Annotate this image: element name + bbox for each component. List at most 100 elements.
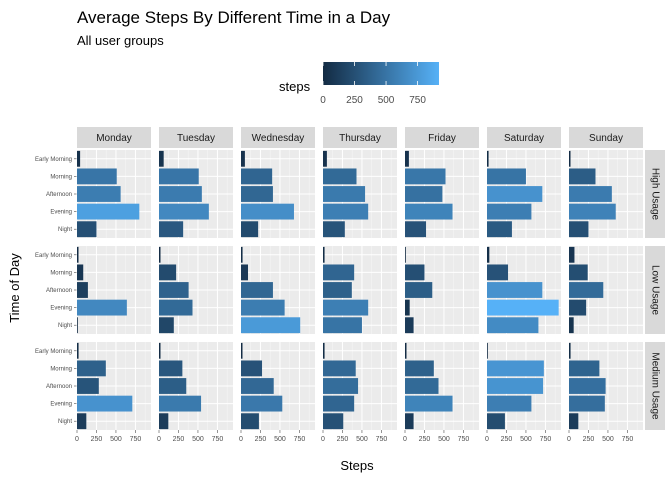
facet-panel: Low Usage / Sunday / Early Morning: 70Lo… [568,246,643,334]
facet-panel: Medium Usage / Friday / Early Morning: 1… [404,342,479,430]
bar: Medium Usage / Wednesday / Morning: 270 [241,360,263,377]
bar: Low Usage / Monday / Evening: 640 [77,299,127,316]
facet-panel: High Usage / Thursday / Early Morning: 5… [322,150,397,238]
bar: Medium Usage / Wednesday / Night: 230 [241,413,259,430]
legend-tick-label: 500 [378,95,395,106]
legend-tick-label: 750 [409,95,426,106]
facet-strip-column [241,127,315,148]
bar: High Usage / Friday / Early Morning: 50 [405,150,409,167]
facet-strip-column [405,127,479,148]
bar: High Usage / Tuesday / Morning: 510 [159,168,199,185]
bar: High Usage / Saturday / Morning: 500 [487,168,526,185]
facet-panel: Medium Usage / Monday / Early Morning: 2… [76,342,151,430]
bar: Low Usage / Wednesday / Night: 760 [241,317,301,334]
y-tick-label: Evening [50,402,72,408]
chart-subtitle: All user groups [77,33,164,48]
facet-strip-column-label: Sunday [589,133,623,144]
bar: Low Usage / Wednesday / Early Morning: 2… [241,246,243,263]
bar: Low Usage / Tuesday / Early Morning: 10 [159,246,161,263]
bar: Low Usage / Sunday / Afternoon: 440 [569,282,604,298]
y-tick-label: Early Morning [35,349,72,355]
bar: High Usage / Wednesday / Evening: 680 [241,203,294,220]
bar: Low Usage / Friday / Night: 110 [405,317,414,334]
facet-strip-row-label: High Usage [649,168,660,221]
legend-title: steps [279,79,311,94]
bar: Medium Usage / Tuesday / Afternoon: 350 [159,378,187,394]
bar: High Usage / Friday / Morning: 520 [405,168,446,185]
x-tick-label: 500 [274,436,286,443]
x-tick-label: 500 [438,436,450,443]
bar: Medium Usage / Tuesday / Evening: 540 [159,395,202,412]
bar: Low Usage / Tuesday / Night: 190 [159,317,174,334]
bar: Medium Usage / Monday / Night: 120 [77,413,87,430]
bar: Medium Usage / Wednesday / Early Morning… [241,342,243,359]
facet-panel: Medium Usage / Wednesday / Early Morning… [240,342,315,430]
x-tick-label: 500 [110,436,122,443]
x-tick-label: 750 [458,436,470,443]
facet-panel: High Usage / Sunday / Early Morning: 10H… [568,150,643,238]
bar: Medium Usage / Sunday / Afternoon: 470 [569,378,606,394]
bar: Low Usage / Friday / Evening: 60 [405,299,410,316]
bar: High Usage / Sunday / Early Morning: 10 [569,150,571,167]
bar: Low Usage / Sunday / Morning: 240 [569,264,588,281]
bar: Low Usage / Tuesday / Evening: 430 [159,299,193,316]
facet-strip-row [645,246,665,334]
bar: Medium Usage / Monday / Evening: 710 [77,395,133,412]
y-tick-label: Evening [50,306,72,312]
bar: Medium Usage / Thursday / Early Morning:… [323,342,325,359]
bar: High Usage / Saturday / Afternoon: 710 [487,186,543,202]
x-tick-label: 250 [255,436,267,443]
bar: Medium Usage / Friday / Night: 110 [405,413,414,430]
facet-strip-column [77,127,151,148]
facet-panel: Low Usage / Saturday / Early Morning: 30… [486,246,561,334]
x-tick-label: 250 [337,436,349,443]
y-axis-title: Time of Day [7,253,22,323]
x-tick-label: 750 [130,436,142,443]
legend: steps 0 250 500 750 [279,62,439,106]
bar: Low Usage / Sunday / Night: 60 [569,317,574,334]
x-tick-label: 0 [75,436,79,443]
bar: Low Usage / Thursday / Morning: 400 [323,264,355,281]
bar: Low Usage / Sunday / Evening: 220 [569,299,587,316]
bar: Medium Usage / Monday / Afternoon: 280 [77,378,99,394]
facet-panel: Medium Usage / Saturday / Early Morning:… [486,342,561,430]
facet-panel: High Usage / Tuesday / Early Morning: 60… [158,150,233,238]
facet-panel: Low Usage / Thursday / Early Morning: 20… [322,246,397,334]
bar: Low Usage / Thursday / Early Morning: 20 [323,246,325,263]
bar: High Usage / Monday / Evening: 800 [77,203,140,220]
facet-strip-row-label: Medium Usage [649,352,660,420]
x-tick-label: 250 [419,436,431,443]
facet-strip-column-label: Monday [96,133,132,144]
bar: Medium Usage / Tuesday / Morning: 300 [159,360,183,377]
bar: High Usage / Thursday / Morning: 430 [323,168,357,185]
facet-panel: Low Usage / Monday / Early Morning: 10Lo… [76,246,151,334]
facet-strip-row [645,342,665,430]
x-axis-title: Steps [340,458,374,473]
x-tick-label: 250 [91,436,103,443]
bar: High Usage / Wednesday / Early Morning: … [241,150,245,167]
y-tick-label: Night [58,323,72,329]
bar: High Usage / Monday / Night: 250 [77,221,97,238]
bar: High Usage / Saturday / Night: 320 [487,221,512,238]
facet-panel: High Usage / Monday / Early Morning: 40H… [76,150,151,238]
bar: Medium Usage / Sunday / Early Morning: 2… [569,342,571,359]
x-tick-label: 750 [212,436,224,443]
y-tick-label: Morning [50,270,72,276]
x-tick-label: 500 [356,436,368,443]
bar: Medium Usage / Wednesday / Evening: 530 [241,395,283,412]
facet-panel: High Usage / Wednesday / Early Morning: … [240,150,315,238]
facet-strip-column [487,127,561,148]
legend-tick-label: 0 [320,95,326,106]
y-tick-label: Night [58,419,72,425]
x-tick-label: 250 [173,436,185,443]
bar: Low Usage / Saturday / Early Morning: 30 [487,246,490,263]
bar: Low Usage / Sunday / Early Morning: 70 [569,246,575,263]
bar: Medium Usage / Tuesday / Early Morning: … [159,342,161,359]
bar: High Usage / Monday / Afternoon: 560 [77,186,121,202]
y-tick-label: Afternoon [46,288,72,294]
bar: High Usage / Wednesday / Morning: 400 [241,168,273,185]
bar: Low Usage / Friday / Early Morning: 0 [405,246,406,263]
x-tick-label: 500 [192,436,204,443]
facet-panel: High Usage / Saturday / Early Morning: 2… [486,150,561,238]
